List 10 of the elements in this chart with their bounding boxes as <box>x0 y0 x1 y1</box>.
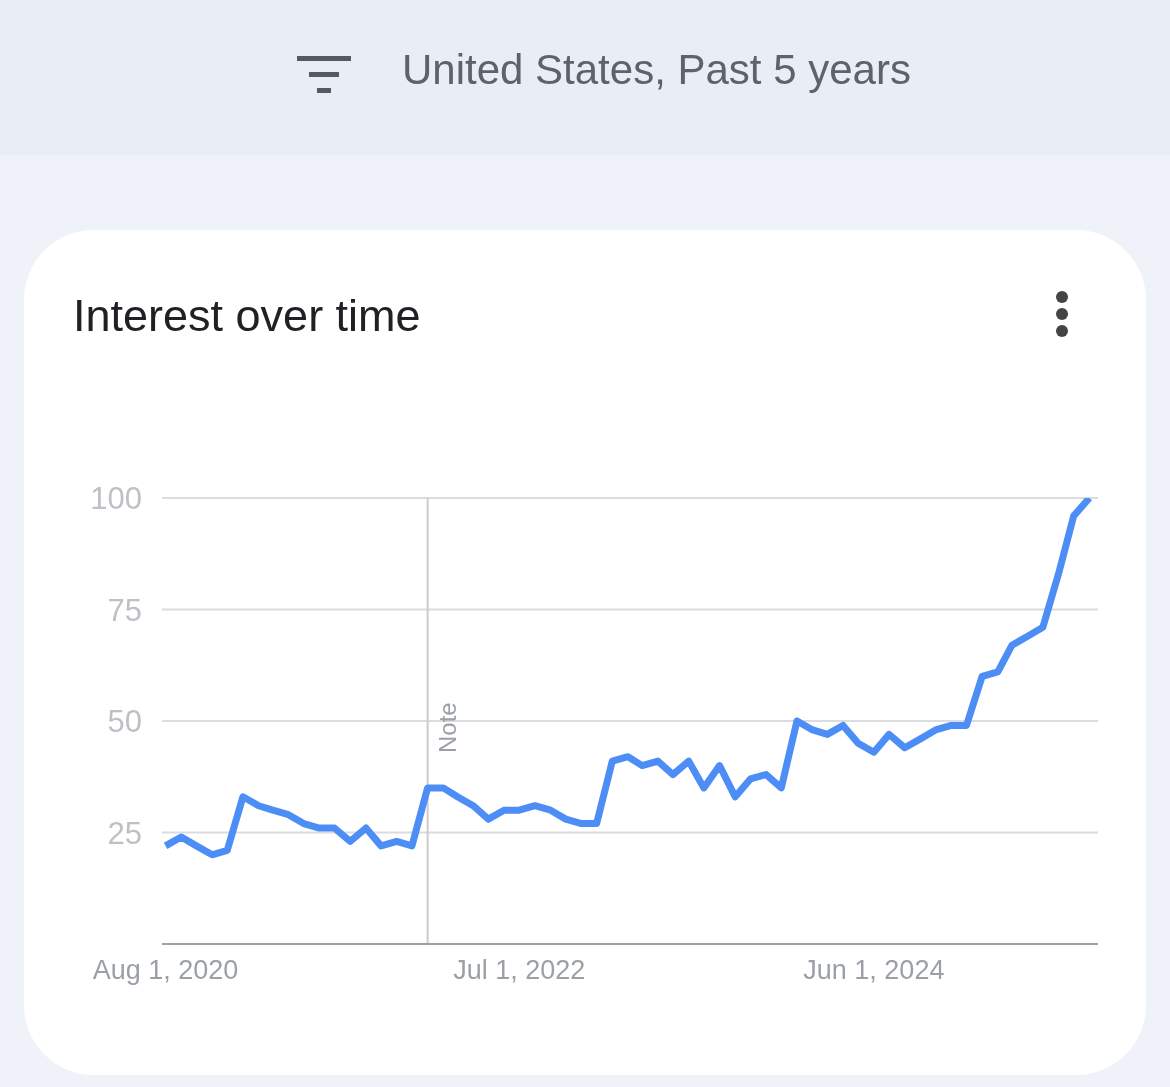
y-tick-label: 50 <box>107 704 142 740</box>
ref-line-label: Note <box>433 702 461 753</box>
x-tick-label: Jun 1, 2024 <box>803 955 945 986</box>
x-tick-label: Aug 1, 2020 <box>92 955 239 986</box>
x-tick-label: Jul 1, 2022 <box>453 955 586 986</box>
chart-title: Interest over time <box>73 290 421 342</box>
y-tick-label: 25 <box>107 815 142 851</box>
y-tick-label: 100 <box>90 481 142 517</box>
chart-subtitle: United States, Past 5 years <box>402 46 911 94</box>
y-tick-label: 75 <box>107 592 142 628</box>
